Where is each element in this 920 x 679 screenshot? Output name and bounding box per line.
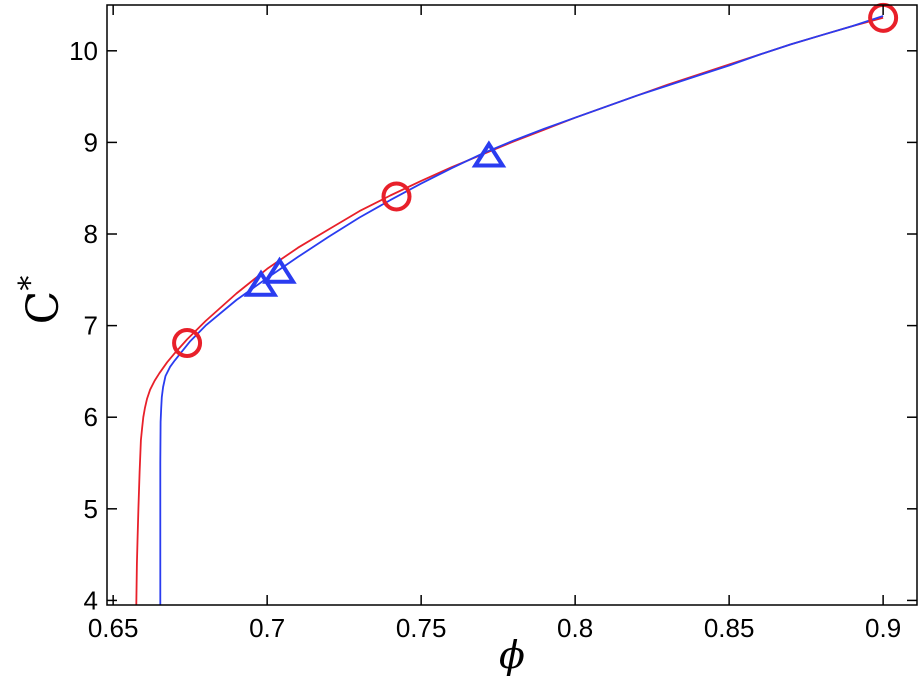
marker-triangle-4	[243, 269, 279, 297]
series-layer	[135, 15, 884, 606]
y-tick-label: 8	[84, 219, 98, 249]
marker-triangle-6	[471, 140, 507, 168]
y-axis-label: C*	[13, 276, 69, 325]
marker-circle-1	[172, 328, 203, 359]
x-axis-label: ϕ	[499, 633, 525, 677]
x-tick-label: 0.9	[865, 613, 901, 643]
x-tick-label: 0.75	[396, 613, 447, 643]
y-tick-label: 6	[84, 402, 98, 432]
y-tick-label: 7	[84, 311, 98, 341]
x-tick-label: 0.7	[249, 613, 285, 643]
x-tick-label: 0.65	[88, 613, 139, 643]
y-tick-label: 10	[69, 36, 98, 66]
marker-triangle-5	[262, 256, 297, 284]
x-tick-label: 0.8	[557, 613, 593, 643]
y-tick-label: 9	[84, 127, 98, 157]
y-axis-label-main: C	[18, 291, 69, 325]
x-axis-ticks: 0.65 0.7 0.75 0.8 0.85 0.9	[88, 5, 901, 643]
marker-circle-2	[381, 181, 412, 212]
x-tick-label: 0.85	[704, 613, 755, 643]
y-tick-label: 5	[84, 494, 98, 524]
y-tick-label: 4	[84, 585, 98, 615]
y-axis-ticks: 4 5 6 7 8 9 10	[69, 36, 917, 615]
plot-frame	[106, 4, 918, 606]
y-axis-label-group: C*	[13, 276, 69, 325]
series-line-2	[159, 15, 884, 605]
y-axis-label-superscript: *	[13, 276, 48, 291]
